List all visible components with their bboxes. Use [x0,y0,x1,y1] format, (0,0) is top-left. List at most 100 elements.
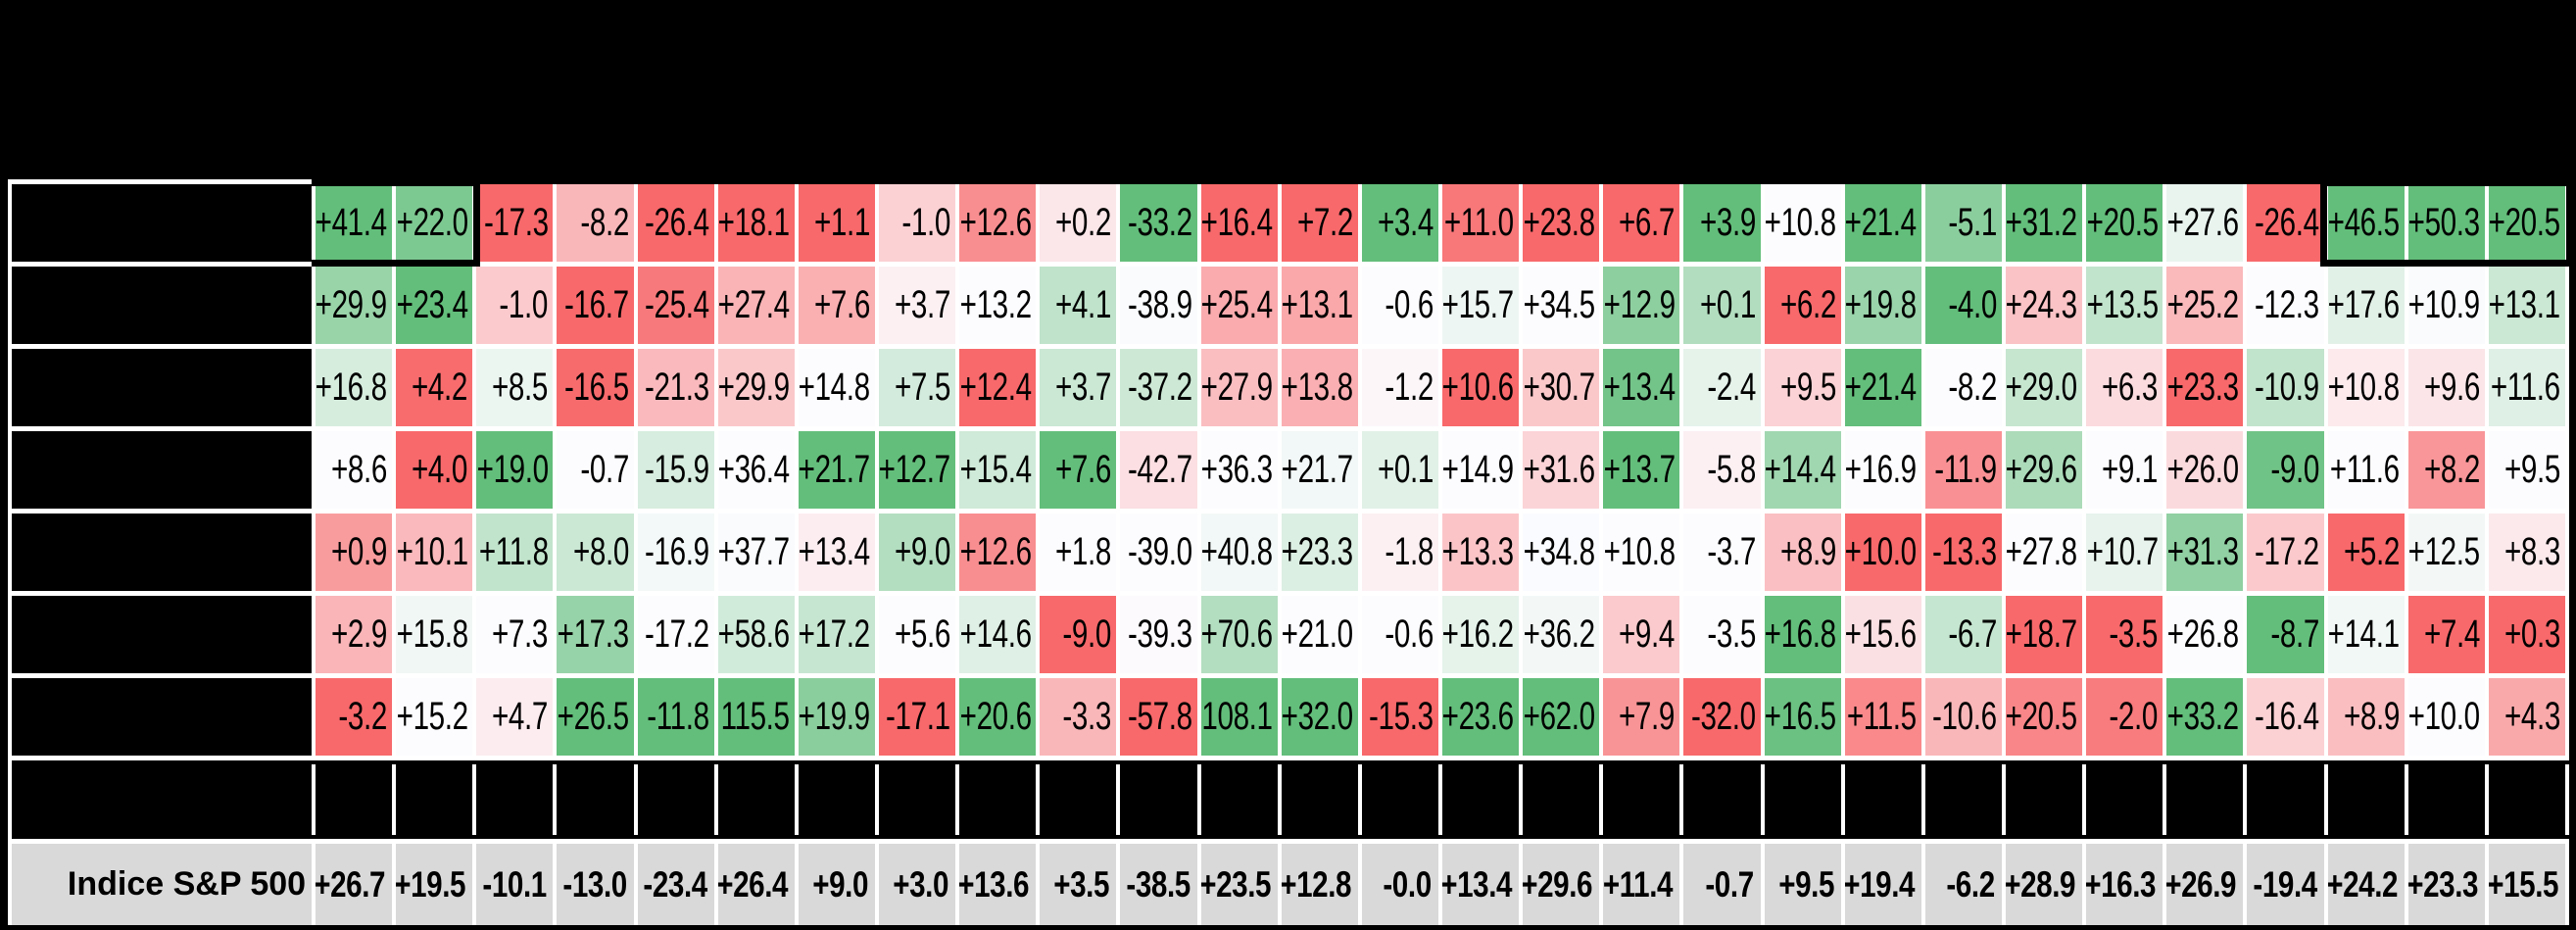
year-axis-tick [875,764,879,835]
table-cell: +40.8 [1200,514,1278,591]
cell-value: +8.6 [331,448,388,491]
table-cell: +11.5 [1844,678,1921,756]
cell-value: -0.6 [1385,283,1434,326]
table-cell: +9.5 [2488,431,2565,509]
table-cell: +8.0 [557,514,634,591]
cell-value: -10.9 [2254,366,2319,409]
cell-value: -17.2 [645,612,709,656]
cell-value: +12.9 [1603,283,1676,326]
index-column-separator [875,844,879,925]
table-cell: +36.4 [717,431,795,509]
cell-value: +15.4 [959,448,1032,491]
index-row-label: Indice S&P 500 [67,865,307,903]
cell-value: +21.0 [1281,612,1353,656]
cell-value: +70.6 [1200,612,1273,656]
table-cell: +20.5 [2006,678,2083,756]
cell-value: -11.8 [647,695,709,738]
cell-value: 108.1 [1201,695,1273,738]
table-cell: +1.1 [798,184,875,262]
cell-value: +36.3 [1200,448,1273,491]
table-cell: +20.5 [2488,184,2565,262]
table-cell: +1.8 [1040,514,1117,591]
index-column-separator [1760,844,1765,925]
table-cell: +29.9 [717,349,795,426]
cell-value: +0.2 [1055,201,1112,244]
table-cell: +27.4 [717,267,795,344]
index-column-separator [1679,844,1684,925]
table-cell: +0.1 [1683,267,1761,344]
table-cell: -8.7 [2247,596,2324,673]
index-column-separator [2404,844,2408,925]
index-value-cell: -19.4 [2247,844,2323,925]
table-cell: +5.6 [879,596,956,673]
cell-value: -37.2 [1127,366,1192,409]
cell-value: +26.7 [314,863,386,905]
cell-value: +8.5 [492,366,549,409]
table-cell: -10.6 [1924,678,2002,756]
cell-value: +26.9 [2164,863,2237,905]
cell-value: +24.2 [2325,863,2398,905]
cell-value: -26.4 [2254,201,2319,244]
cell-value: +36.2 [1523,612,1595,656]
table-cell: +70.6 [1200,596,1278,673]
table-cell: +30.7 [1523,349,1600,426]
table-cell: +3.9 [1683,184,1761,262]
table-cell: +46.5 [2327,184,2405,262]
cell-value: +26.4 [715,863,788,905]
table-cell: +4.7 [476,678,554,756]
cell-value: +16.4 [1200,201,1273,244]
cell-value: +15.7 [1442,283,1515,326]
table-cell: +41.4 [316,184,393,262]
table-cell: +37.7 [717,514,795,591]
year-axis-tick [2565,764,2569,835]
cell-value: +10.9 [2407,283,2480,326]
cell-value: +33.2 [2166,695,2239,738]
table-cell: -16.9 [637,514,714,591]
index-value-cell: +16.3 [2084,844,2163,925]
table-cell: -1.2 [1361,349,1438,426]
index-value-cell: -38.5 [1120,844,1196,925]
cell-value: +23.3 [1281,530,1353,573]
table-cell: -32.0 [1683,678,1761,756]
index-row-background [8,844,2569,925]
cell-value: -0.6 [1385,612,1434,656]
table-cell: -17.3 [476,184,554,262]
cell-value: +10.8 [1764,201,1836,244]
cell-value: -38.5 [1126,863,1191,905]
table-cell: +21.7 [798,431,875,509]
cell-value: +13.4 [1440,863,1513,905]
index-row-top-separator [8,839,2569,844]
table-cell: +4.3 [2488,678,2565,756]
cell-value: +21.7 [798,448,870,491]
cell-value: +14.6 [959,612,1032,656]
index-value-cell: +28.9 [2004,844,2082,925]
cell-value: +3.4 [1378,201,1434,244]
index-column-separator [1036,844,1041,925]
cell-value: -8.2 [1948,366,1997,409]
table-cell: -3.3 [1040,678,1117,756]
year-axis-tick [1599,764,1604,835]
cell-value: +7.9 [1619,695,1676,738]
table-cell: +29.0 [2006,349,2083,426]
table-cell: -3.5 [2086,596,2163,673]
table-cell: +17.3 [557,596,634,673]
index-value-cell: +3.5 [1040,844,1116,925]
cell-value: -16.4 [2254,695,2319,738]
cell-value: +0.1 [1699,283,1756,326]
cell-value: +26.8 [2166,612,2239,656]
cell-value: -23.4 [643,863,707,905]
cell-value: +29.0 [2006,366,2078,409]
table-cell: +10.9 [2407,267,2485,344]
table-cell: -39.3 [1120,596,1197,673]
table-cell: +19.9 [798,678,875,756]
table-cell: +7.4 [2407,596,2485,673]
table-cell: +23.3 [2166,349,2244,426]
cell-value: +4.3 [2504,695,2560,738]
cell-value: +18.1 [717,201,790,244]
cell-value: +4.2 [412,366,468,409]
cell-value: +19.9 [798,695,870,738]
table-cell: -8.2 [1924,349,2002,426]
cell-value: -5.8 [1707,448,1756,491]
cell-value: +28.9 [2004,863,2076,905]
cell-value: +15.8 [396,612,468,656]
